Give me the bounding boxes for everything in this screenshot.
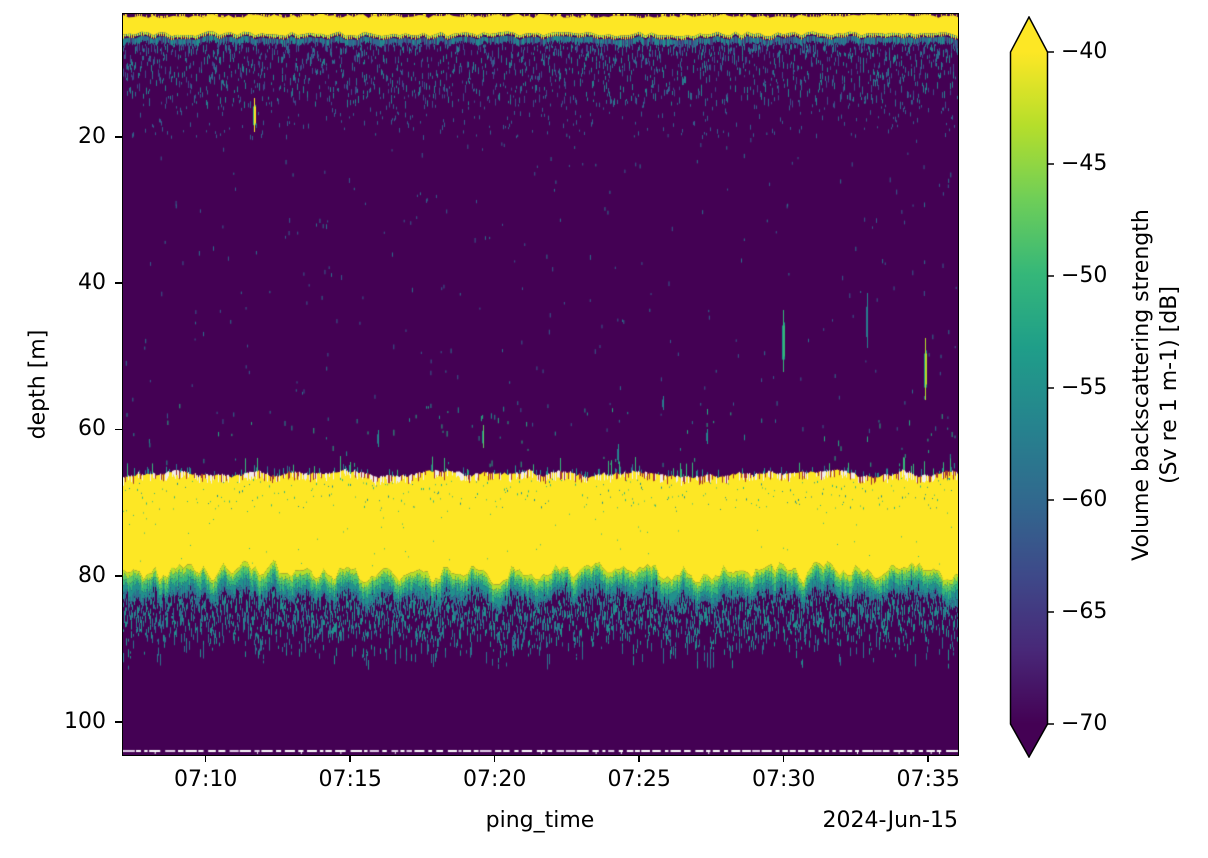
x-tick-mark [204, 755, 207, 762]
y-tick-label: 100 [64, 709, 106, 735]
colorbar-tick-label: −50 [1061, 263, 1108, 288]
colorbar-tick-label: −55 [1061, 375, 1108, 400]
x-tick-label: 07:15 [318, 767, 382, 792]
x-axis-date-annotation: 2024-Jun-15 [822, 808, 958, 833]
x-tick-label: 07:35 [896, 767, 960, 792]
colorbar-gradient [1009, 16, 1049, 758]
colorbar-label: Volume backscattering strength (Sv re 1 … [1128, 155, 1184, 615]
x-tick-mark [927, 755, 929, 762]
x-axis-label: ping_time [485, 808, 595, 833]
colorbar [1009, 16, 1054, 758]
colorbar-tick-label: −60 [1061, 487, 1108, 512]
colorbar-tick-label: −65 [1061, 599, 1108, 624]
y-tick-mark [114, 282, 123, 284]
y-tick-label: 60 [78, 416, 106, 442]
y-tick-label: 80 [78, 562, 106, 588]
x-tick-mark [349, 755, 351, 762]
x-tick-label: 07:25 [607, 767, 671, 792]
colorbar-tick-label: −45 [1061, 151, 1108, 176]
x-tick-mark [638, 755, 640, 762]
plot-area [121, 12, 959, 756]
colorbar-label-line2: (Sv re 1 m-1) [dB] [1157, 286, 1182, 484]
x-tick-mark [782, 755, 785, 762]
x-tick-label: 07:30 [752, 767, 816, 792]
y-axis-label: depth [m] [25, 329, 51, 440]
colorbar-label-line1: Volume backscattering strength [1129, 209, 1154, 561]
y-tick-label: 40 [78, 270, 106, 296]
y-tick-mark [114, 721, 123, 723]
x-tick-label: 07:20 [462, 767, 527, 792]
y-tick-mark [114, 575, 123, 577]
colorbar-tick-label: −40 [1061, 39, 1108, 64]
echogram-canvas [122, 13, 958, 755]
colorbar-tick-label: −70 [1061, 711, 1108, 736]
y-tick-mark [114, 136, 123, 138]
y-tick-label: 20 [78, 123, 106, 149]
x-tick-mark [493, 755, 496, 762]
y-tick-mark [114, 428, 123, 431]
x-tick-label: 07:10 [173, 767, 238, 792]
